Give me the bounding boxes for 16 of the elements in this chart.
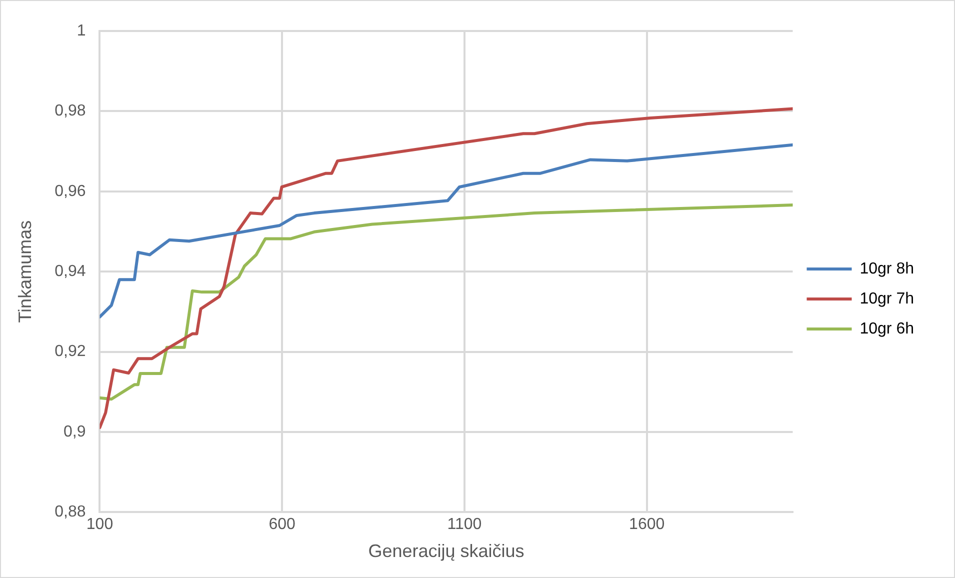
legend-label: 10gr 7h — [860, 290, 914, 308]
y-tick-label: 0,9 — [63, 423, 86, 440]
x-tick-label: 100 — [86, 516, 114, 534]
y-tick-label: 0,96 — [54, 182, 86, 200]
x-tick-label: 1600 — [629, 516, 665, 534]
x-tick-label: 600 — [268, 516, 296, 534]
legend-label: 10gr 8h — [860, 260, 914, 278]
legend-label: 10gr 6h — [860, 320, 914, 338]
y-tick-label: 0,98 — [54, 102, 86, 120]
y-axis-title: Tinkamumas — [14, 220, 35, 323]
x-tick-label: 1100 — [447, 516, 482, 534]
y-tick-label: 0,92 — [54, 343, 86, 360]
y-tick-label: 1 — [76, 22, 86, 40]
x-axis-title: Generacijų skaičius — [368, 541, 524, 562]
y-tick-label: 0,88 — [54, 504, 86, 521]
y-tick-label: 0,94 — [54, 263, 86, 280]
